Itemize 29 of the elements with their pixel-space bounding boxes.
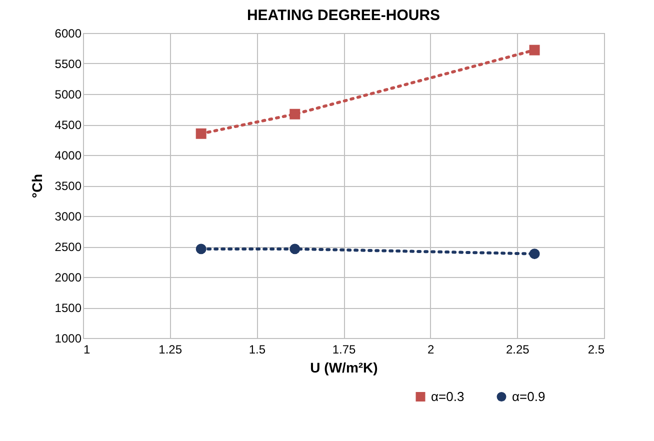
point	[529, 248, 540, 260]
legend-label: α=0.3	[431, 388, 464, 404]
x-axis-title: U (W/m²K)	[310, 360, 378, 376]
x-tick-label: 2.5	[588, 342, 605, 356]
y-tick-label: 4000	[54, 148, 82, 162]
y-tick-label: 3000	[54, 210, 82, 224]
y-tick-label: 3500	[54, 179, 82, 193]
chart-title: HEATING DEGREE-HOURS	[246, 7, 440, 24]
point	[290, 108, 300, 120]
y-tick-label: 2000	[54, 270, 82, 284]
x-tick-label: 1.5	[248, 342, 266, 356]
y-tick-label: 1000	[54, 332, 82, 346]
y-axis-title: °Ch	[28, 174, 45, 198]
x-tick-label: 1	[84, 342, 90, 356]
point	[290, 244, 300, 254]
y-tick-label: 2500	[54, 240, 82, 254]
y-tick-label: 6000	[54, 26, 82, 40]
y-tick-label: 5500	[54, 57, 82, 71]
y-tick-label: 4500	[54, 118, 82, 132]
legend-label: α=0.9	[512, 388, 546, 404]
y-tick-label: 1500	[54, 301, 82, 315]
y-tick-label: 5000	[54, 88, 82, 102]
x-tick-label: 2.25	[506, 342, 530, 356]
x-tick-label: 2	[427, 342, 434, 356]
point	[529, 44, 540, 56]
x-tick-label: 1.75	[332, 342, 356, 356]
point	[196, 128, 206, 139]
point	[196, 244, 206, 254]
x-tick-label: 1.25	[158, 342, 182, 356]
